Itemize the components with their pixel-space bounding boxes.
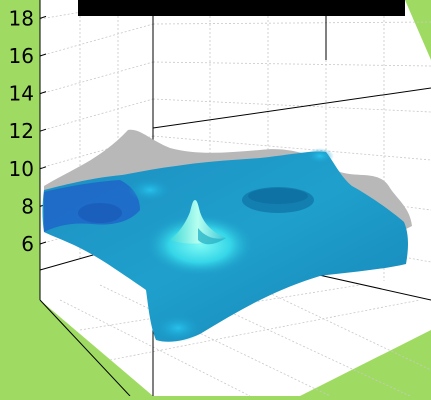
z-tick-mark <box>39 91 47 95</box>
z-tick-mark <box>39 15 47 19</box>
outer-green-right <box>405 0 431 60</box>
z-tick-mark <box>39 53 47 57</box>
z-tick-label: 8 <box>21 194 34 218</box>
z-tick-label: 18 <box>9 6 34 30</box>
outer-green-bottom-right <box>300 330 431 396</box>
title-banner <box>78 0 405 16</box>
depression-rim <box>248 188 308 204</box>
z-tick-mark <box>39 128 47 132</box>
peak-fold <box>198 228 226 245</box>
peak-base-glow <box>144 213 256 277</box>
outer-green-bottom <box>0 270 120 396</box>
z-tick-labels: 6 8 10 12 14 16 18 <box>9 6 34 256</box>
left-dip <box>78 203 122 223</box>
z-tick-label: 6 <box>21 232 34 256</box>
z-tick-label: 12 <box>9 119 34 143</box>
z-tick-label: 10 <box>9 157 34 181</box>
front-glow <box>154 314 202 342</box>
corner-glow-right <box>306 148 334 164</box>
peak-spike <box>170 200 226 244</box>
z-tick-mark <box>39 241 47 245</box>
z-tick-mark <box>39 166 47 170</box>
corner-glow-left <box>128 178 172 202</box>
z-tick-label: 14 <box>9 82 34 106</box>
z-tick-label: 16 <box>9 44 34 68</box>
